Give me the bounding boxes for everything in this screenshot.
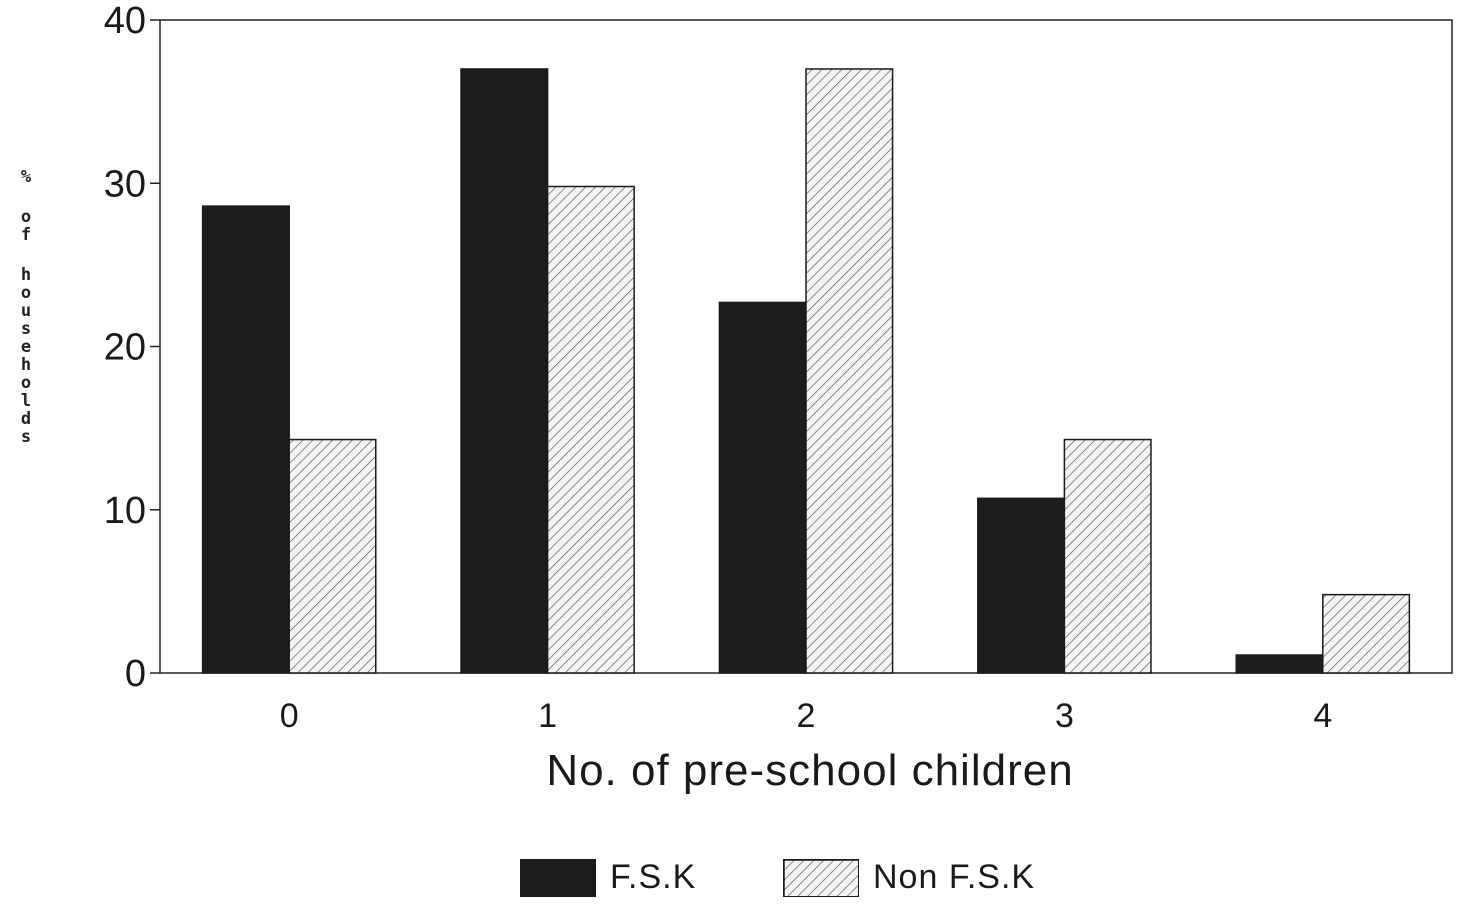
x-tick-label-4: 4 (1313, 697, 1332, 735)
bar-f-s-k-0 (201, 205, 290, 674)
legend-item-non-fsk: Non F.S.K (783, 858, 1035, 897)
bar-non-f-s-k-4 (1322, 593, 1411, 674)
y-axis-ticks: 0 10 20 30 40 (104, 0, 160, 695)
bar-f-s-k-1 (460, 68, 549, 674)
y-axis-label: % o f h o u s e h o l d s (20, 167, 32, 447)
x-axis-label: No. of pre-school children (546, 746, 1074, 795)
x-tick-label-2: 2 (797, 697, 816, 735)
y-tick-label-40: 40 (104, 0, 146, 42)
y-tick-label-20: 20 (104, 327, 146, 369)
legend-swatch-fsk (520, 858, 596, 897)
x-tick-label-3: 3 (1055, 697, 1074, 735)
legend-label-fsk: F.S.K (610, 858, 697, 896)
x-axis-ticks: 0 1 2 3 4 (280, 697, 1333, 735)
bar-f-s-k-4 (1235, 654, 1324, 674)
legend-item-fsk: F.S.K (520, 858, 696, 897)
y-tick-label-10: 10 (104, 490, 146, 532)
bar-non-f-s-k-0 (288, 438, 377, 674)
legend-label-non-fsk: Non F.S.K (873, 858, 1036, 896)
bars (201, 68, 1411, 674)
x-tick-label-0: 0 (280, 697, 299, 735)
bar-f-s-k-3 (977, 497, 1066, 674)
y-tick-label-0: 0 (125, 653, 146, 695)
bar-non-f-s-k-3 (1063, 438, 1152, 674)
bar-non-f-s-k-1 (546, 185, 635, 674)
legend-swatch-non-fsk (783, 858, 859, 897)
y-tick-label-30: 30 (104, 163, 146, 205)
x-tick-label-1: 1 (538, 697, 557, 735)
bar-f-s-k-2 (718, 301, 807, 674)
legend: F.S.K Non F.S.K (0, 858, 1469, 902)
bar-non-f-s-k-2 (805, 68, 894, 674)
